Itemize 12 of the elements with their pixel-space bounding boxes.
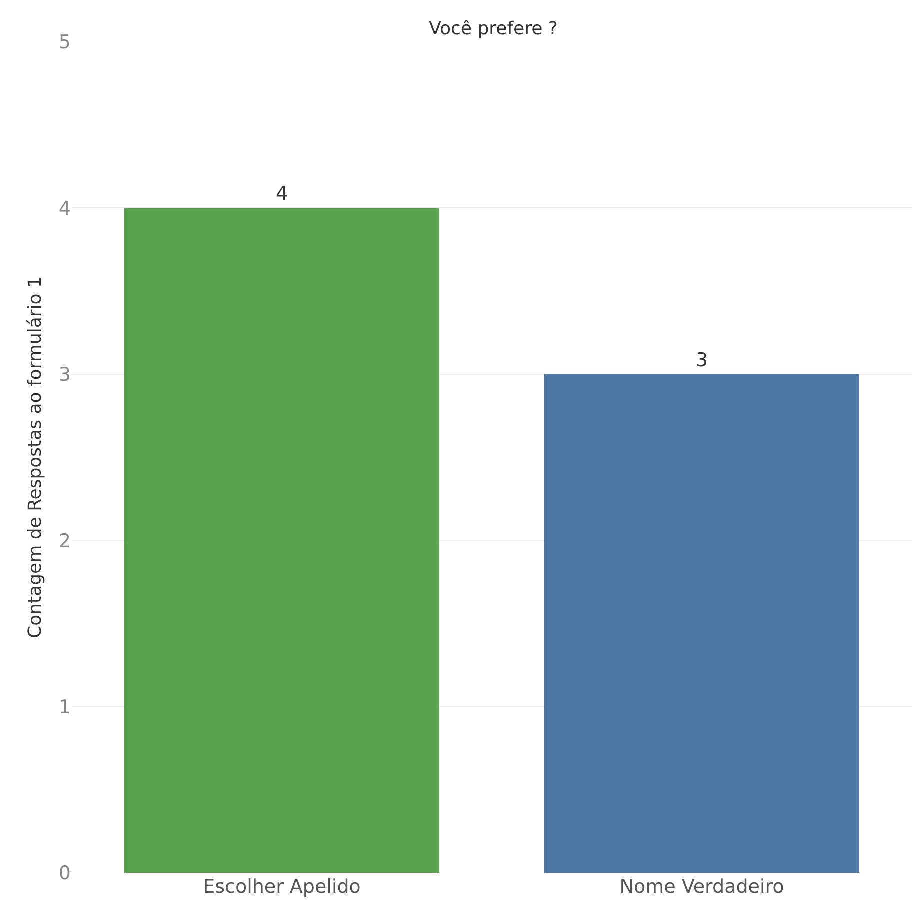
y-tick-label: 1: [58, 696, 71, 718]
y-tick-label: 2: [58, 530, 71, 552]
y-tick-label: 0: [58, 862, 71, 885]
x-tick-label: Escolher Apelido: [203, 876, 361, 898]
data-label: 4: [276, 183, 288, 206]
x-tick-label: Nome Verdadeiro: [620, 876, 784, 898]
y-tick-label: 3: [58, 364, 71, 386]
y-tick-label: 5: [58, 32, 71, 54]
y-axis-title: Contagem de Respostas ao formulário 1: [25, 276, 46, 638]
y-tick-label: 4: [58, 198, 71, 220]
chart-title: Você prefere ?: [429, 18, 558, 40]
data-label: 3: [696, 349, 708, 372]
